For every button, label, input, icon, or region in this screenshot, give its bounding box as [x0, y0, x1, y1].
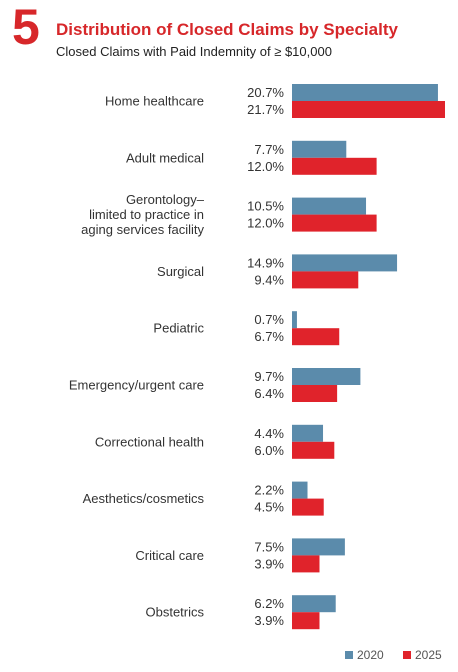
value-label-2025: 12.0%: [247, 159, 284, 174]
bar-2025: [292, 328, 340, 346]
value-label-2020: 2.2%: [254, 483, 284, 498]
bar-2025: [292, 385, 338, 402]
category-label: Home healthcare: [105, 94, 204, 109]
category-label: Correctional health: [95, 434, 204, 449]
value-label-2020: 10.5%: [247, 199, 284, 214]
category-label: Pediatric: [153, 321, 204, 336]
value-label-2020: 9.7%: [254, 369, 284, 384]
category-label: Critical care: [135, 548, 204, 563]
category-label: Obstetrics: [145, 605, 204, 620]
bar-2025: [292, 498, 324, 516]
bar-2025: [292, 271, 359, 289]
category-label: Gerontology– limited to practice in aging …: [81, 192, 205, 237]
legend-label-2020: 2020: [357, 648, 384, 662]
category-label: Emergency/urgent care: [69, 378, 204, 393]
bar-2020: [292, 140, 347, 158]
legend-swatch-2020: [345, 651, 353, 659]
value-label-2025: 3.9%: [254, 556, 284, 571]
category-label: Surgical: [157, 264, 204, 279]
bar-2020: [292, 368, 361, 385]
value-label-2025: 9.4%: [254, 272, 284, 287]
bar-2020: [292, 424, 324, 442]
value-label-2020: 7.7%: [254, 142, 284, 157]
value-label-2025: 12.0%: [247, 216, 284, 231]
value-label-2025: 6.0%: [254, 443, 284, 458]
bar-2020: [292, 595, 336, 613]
bar-2025: [292, 441, 335, 459]
value-label-2025: 21.7%: [247, 102, 284, 117]
bar-2025: [292, 555, 320, 573]
bar-2025: [292, 214, 377, 232]
bar-2020: [292, 197, 367, 215]
value-label-2020: 14.9%: [247, 255, 284, 270]
value-label-2025: 6.4%: [254, 386, 284, 401]
chart-header: 5 Distribution of Closed Claims by Speci…: [12, 2, 452, 60]
bar-2025: [292, 612, 320, 630]
category-label: Aesthetics/cosmetics: [83, 491, 205, 506]
figure-number: 5: [12, 0, 40, 55]
value-label-2020: 4.4%: [254, 426, 284, 441]
legend-label-2025: 2025: [415, 648, 442, 662]
value-label-2020: 0.7%: [254, 312, 284, 327]
chart-title: Distribution of Closed Claims by Special…: [56, 20, 398, 39]
bar-2025: [292, 157, 377, 175]
chart-subtitle: Closed Claims with Paid Indemnity of ≥ $…: [56, 44, 332, 59]
value-label-2025: 4.5%: [254, 500, 284, 515]
bar-2020: [292, 84, 438, 101]
value-label-2020: 20.7%: [247, 85, 284, 100]
value-label-2025: 3.9%: [254, 613, 284, 628]
legend-swatch-2025: [403, 651, 411, 659]
value-label-2020: 6.2%: [254, 596, 284, 611]
value-label-2025: 6.7%: [254, 329, 284, 344]
category-label: Adult medical: [126, 150, 204, 165]
bar-2020: [292, 538, 345, 556]
bar-2020: [292, 311, 297, 329]
bar-2025: [292, 101, 445, 118]
bar-2020: [292, 254, 398, 272]
bar-2020: [292, 481, 308, 499]
value-label-2020: 7.5%: [254, 539, 284, 554]
